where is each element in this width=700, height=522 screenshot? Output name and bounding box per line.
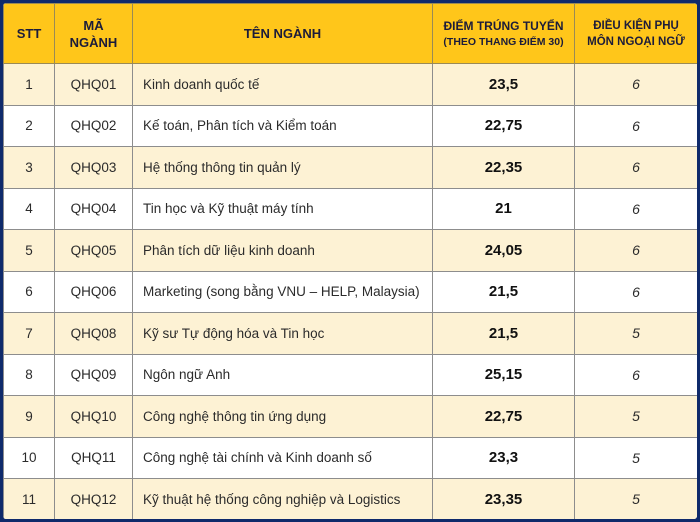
- admission-score: 23,35: [432, 478, 575, 519]
- row-number: 2: [3, 104, 55, 147]
- table-header: STT MÃ NGÀNH TÊN NGÀNH ĐIỂM TRÚNG TUYỂN …: [3, 3, 697, 64]
- row-number: 10: [3, 436, 55, 479]
- admission-score: 21: [432, 187, 575, 230]
- table-row: 5 QHQ05 Phân tích dữ liệu kinh doanh 24,05 6: [3, 229, 697, 272]
- table-row: 9 QHQ10 Công nghệ thông tin ứng dụng 22,75 5: [3, 395, 697, 438]
- admission-score: 22,35: [432, 146, 575, 189]
- admission-score: 25,15: [432, 353, 575, 396]
- major-code: QHQ09: [54, 353, 133, 396]
- major-name: Ngôn ngữ Anh: [132, 353, 433, 396]
- row-number: 11: [3, 478, 55, 519]
- row-number: 5: [3, 229, 55, 272]
- table-body: 1 QHQ01 Kinh doanh quốc tế 23,5 6 2 QHQ02 Kế to…: [3, 63, 697, 519]
- major-name: Công nghệ tài chính và Kinh doanh số: [132, 436, 433, 479]
- major-code: QHQ12: [54, 478, 133, 519]
- major-name: Phân tích dữ liệu kinh doanh: [132, 229, 433, 272]
- major-name: Kỹ sư Tự động hóa và Tin học: [132, 312, 433, 355]
- major-name: Kỹ thuật hệ thống công nghiệp và Logisti…: [132, 478, 433, 519]
- table-row: 3 QHQ03 Hệ thống thông tin quản lý 22,35 6: [3, 146, 697, 189]
- header-score: ĐIỂM TRÚNG TUYỂN (THEO THANG ĐIỂM 30): [432, 3, 575, 64]
- header-language: ĐIỀU KIỆN PHỤ MÔN NGOẠI NGỮ: [574, 3, 697, 64]
- row-number: 8: [3, 353, 55, 396]
- header-stt: STT: [3, 3, 55, 64]
- row-number: 9: [3, 395, 55, 438]
- admission-score: 23,5: [432, 63, 575, 106]
- table-row: 10 QHQ11 Công nghệ tài chính và Kinh doanh…: [3, 436, 697, 479]
- major-name: Kế toán, Phân tích và Kiểm toán: [132, 104, 433, 147]
- header-score-line2: (THEO THANG ĐIỂM 30): [443, 36, 564, 48]
- major-name: Kinh doanh quốc tế: [132, 63, 433, 106]
- major-code: QHQ06: [54, 270, 133, 313]
- major-code: QHQ02: [54, 104, 133, 147]
- header-code: MÃ NGÀNH: [54, 3, 133, 64]
- major-name: Marketing (song bằng VNU – HELP, Malaysi…: [132, 270, 433, 313]
- admission-score: 24,05: [432, 229, 575, 272]
- language-requirement: 6: [574, 63, 697, 106]
- major-code: QHQ01: [54, 63, 133, 106]
- table-row: 8 QHQ09 Ngôn ngữ Anh 25,15 6: [3, 353, 697, 396]
- major-code: QHQ10: [54, 395, 133, 438]
- header-code-line1: MÃ: [83, 17, 104, 33]
- admission-table-frame: STT MÃ NGÀNH TÊN NGÀNH ĐIỂM TRÚNG TUYỂN …: [3, 3, 697, 519]
- table-row: 7 QHQ08 Kỹ sư Tự động hóa và Tin học 21,5 5: [3, 312, 697, 355]
- table-row: 1 QHQ01 Kinh doanh quốc tế 23,5 6: [3, 63, 697, 106]
- header-lang-line2: MÔN NGOẠI NGỮ: [587, 35, 685, 48]
- header-row: STT MÃ NGÀNH TÊN NGÀNH ĐIỂM TRÚNG TUYỂN …: [3, 3, 697, 64]
- major-name: Hệ thống thông tin quản lý: [132, 146, 433, 189]
- major-name: Tin học và Kỹ thuật máy tính: [132, 187, 433, 230]
- row-number: 3: [3, 146, 55, 189]
- header-name: TÊN NGÀNH: [132, 3, 433, 64]
- language-requirement: 6: [574, 187, 697, 230]
- admission-score: 23,3: [432, 436, 575, 479]
- table-row: 2 QHQ02 Kế toán, Phân tích và Kiểm toán 22,…: [3, 104, 697, 147]
- admission-scores-table: STT MÃ NGÀNH TÊN NGÀNH ĐIỂM TRÚNG TUYỂN …: [3, 3, 697, 519]
- language-requirement: 5: [574, 478, 697, 519]
- language-requirement: 6: [574, 146, 697, 189]
- header-code-line2: NGÀNH: [69, 34, 118, 50]
- admission-score: 21,5: [432, 270, 575, 313]
- table-row: 11 QHQ12 Kỹ thuật hệ thống công nghiệp và …: [3, 478, 697, 519]
- major-code: QHQ08: [54, 312, 133, 355]
- admission-score: 22,75: [432, 395, 575, 438]
- major-code: QHQ03: [54, 146, 133, 189]
- major-name: Công nghệ thông tin ứng dụng: [132, 395, 433, 438]
- language-requirement: 6: [574, 270, 697, 313]
- admission-score: 21,5: [432, 312, 575, 355]
- major-code: QHQ05: [54, 229, 133, 272]
- row-number: 6: [3, 270, 55, 313]
- row-number: 7: [3, 312, 55, 355]
- language-requirement: 5: [574, 312, 697, 355]
- language-requirement: 5: [574, 436, 697, 479]
- header-score-line1: ĐIỂM TRÚNG TUYỂN: [443, 19, 564, 33]
- major-code: QHQ04: [54, 187, 133, 230]
- row-number: 4: [3, 187, 55, 230]
- table-row: 6 QHQ06 Marketing (song bằng VNU – HELP, M…: [3, 270, 697, 313]
- table-row: 4 QHQ04 Tin học và Kỹ thuật máy tính 21 6: [3, 187, 697, 230]
- header-lang-line1: ĐIỀU KIỆN PHỤ: [593, 19, 679, 32]
- major-code: QHQ11: [54, 436, 133, 479]
- language-requirement: 5: [574, 395, 697, 438]
- language-requirement: 6: [574, 104, 697, 147]
- admission-score: 22,75: [432, 104, 575, 147]
- language-requirement: 6: [574, 229, 697, 272]
- row-number: 1: [3, 63, 55, 106]
- language-requirement: 6: [574, 353, 697, 396]
